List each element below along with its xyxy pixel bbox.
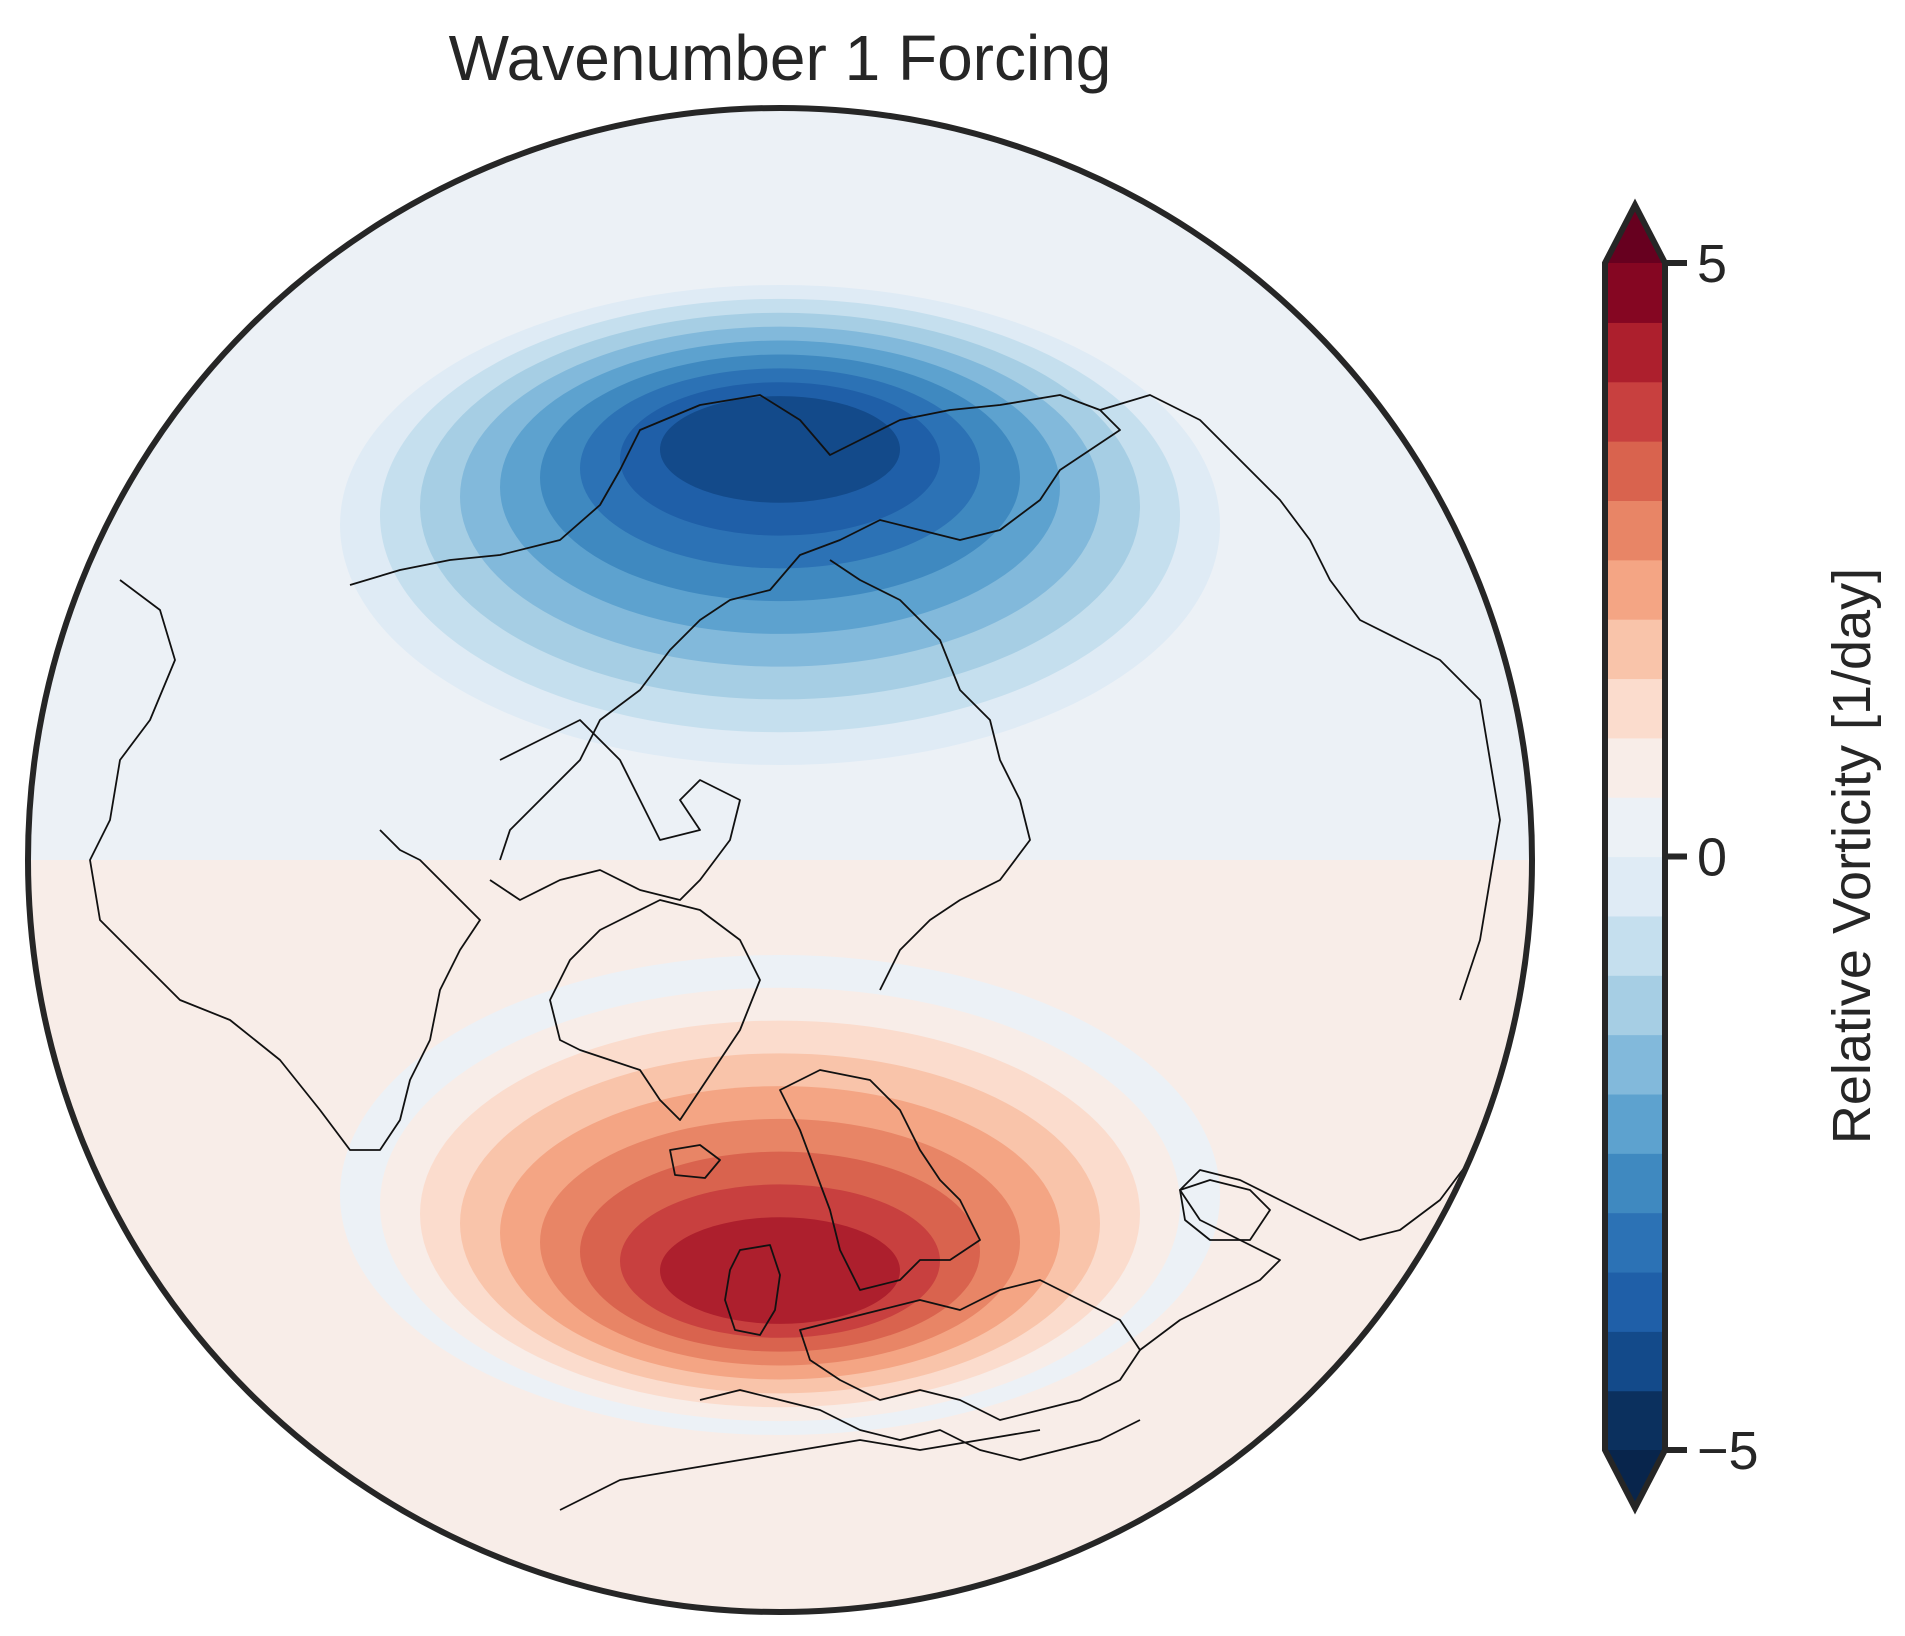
coastlines <box>89 394 1501 1511</box>
coastline-caspian <box>1179 1179 1271 1241</box>
colorbar-label: Relative Vorticity [1/day] <box>1822 568 1882 1144</box>
colorbar-segment <box>1605 619 1665 680</box>
map-panel <box>25 105 1535 1615</box>
colorbar-segments <box>1605 263 1665 1451</box>
coastline-mediterranean-africa <box>699 1389 1141 1461</box>
colorbar-tick-label: −5 <box>1697 1421 1759 1481</box>
coastline-scandinavia <box>779 1069 981 1291</box>
coastline-alaska <box>349 394 1121 861</box>
colorbar-segment <box>1605 1390 1665 1451</box>
colorbar-segment <box>1605 1212 1665 1273</box>
negative-contour-band <box>660 396 900 503</box>
coastline-iceland <box>669 1144 721 1179</box>
colorbar-segment <box>1605 559 1665 620</box>
coastline-greenland <box>549 899 761 1121</box>
positive-contour-band <box>660 1217 900 1324</box>
colorbar-segment <box>1605 856 1665 917</box>
colorbar-segment <box>1605 678 1665 739</box>
colorbar-segment <box>1605 263 1665 323</box>
negative-vorticity-contours <box>340 285 1220 765</box>
colorbar-segment <box>1605 1271 1665 1332</box>
colorbar-segment <box>1605 1034 1665 1095</box>
colorbar-segment <box>1605 1153 1665 1214</box>
coastline-canada <box>89 579 481 1151</box>
colorbar-segment <box>1605 1093 1665 1154</box>
colorbar-extend-min <box>1605 1450 1665 1508</box>
colorbar-segment <box>1605 441 1665 501</box>
colorbar-tick-label: 5 <box>1697 234 1727 294</box>
coastline-asia-east <box>1139 1159 1471 1351</box>
colorbar-segment <box>1605 737 1665 798</box>
colorbar: 5 0 −5 Relative Vorticity [1/day] <box>1602 198 1882 1515</box>
colorbar-segment <box>1605 500 1665 561</box>
coastline-arctic-archipelago <box>489 719 741 901</box>
coastline-british-isles <box>724 1244 781 1336</box>
chart-title: Wavenumber 1 Forcing <box>449 22 1112 94</box>
globe-boundary <box>25 105 1535 1615</box>
colorbar-segment <box>1605 797 1665 858</box>
coastline-europe <box>799 1279 1141 1421</box>
colorbar-extend-max <box>1605 205 1665 263</box>
colorbar-segment <box>1605 322 1665 383</box>
coastline-siberia-north <box>829 559 1031 991</box>
colorbar-segment <box>1605 975 1665 1036</box>
colorbar-segment <box>1605 381 1665 442</box>
colorbar-segment <box>1605 1331 1665 1392</box>
colorbar-segment <box>1605 915 1665 976</box>
coastline-siberia <box>1099 394 1501 1001</box>
colorbar-tick-label: 0 <box>1697 828 1727 888</box>
coastline-north-africa <box>559 1429 1041 1511</box>
colorbar-ticks: 5 0 −5 <box>1665 234 1759 1481</box>
vorticity-field <box>28 108 1532 1612</box>
positive-vorticity-contours <box>340 955 1220 1435</box>
